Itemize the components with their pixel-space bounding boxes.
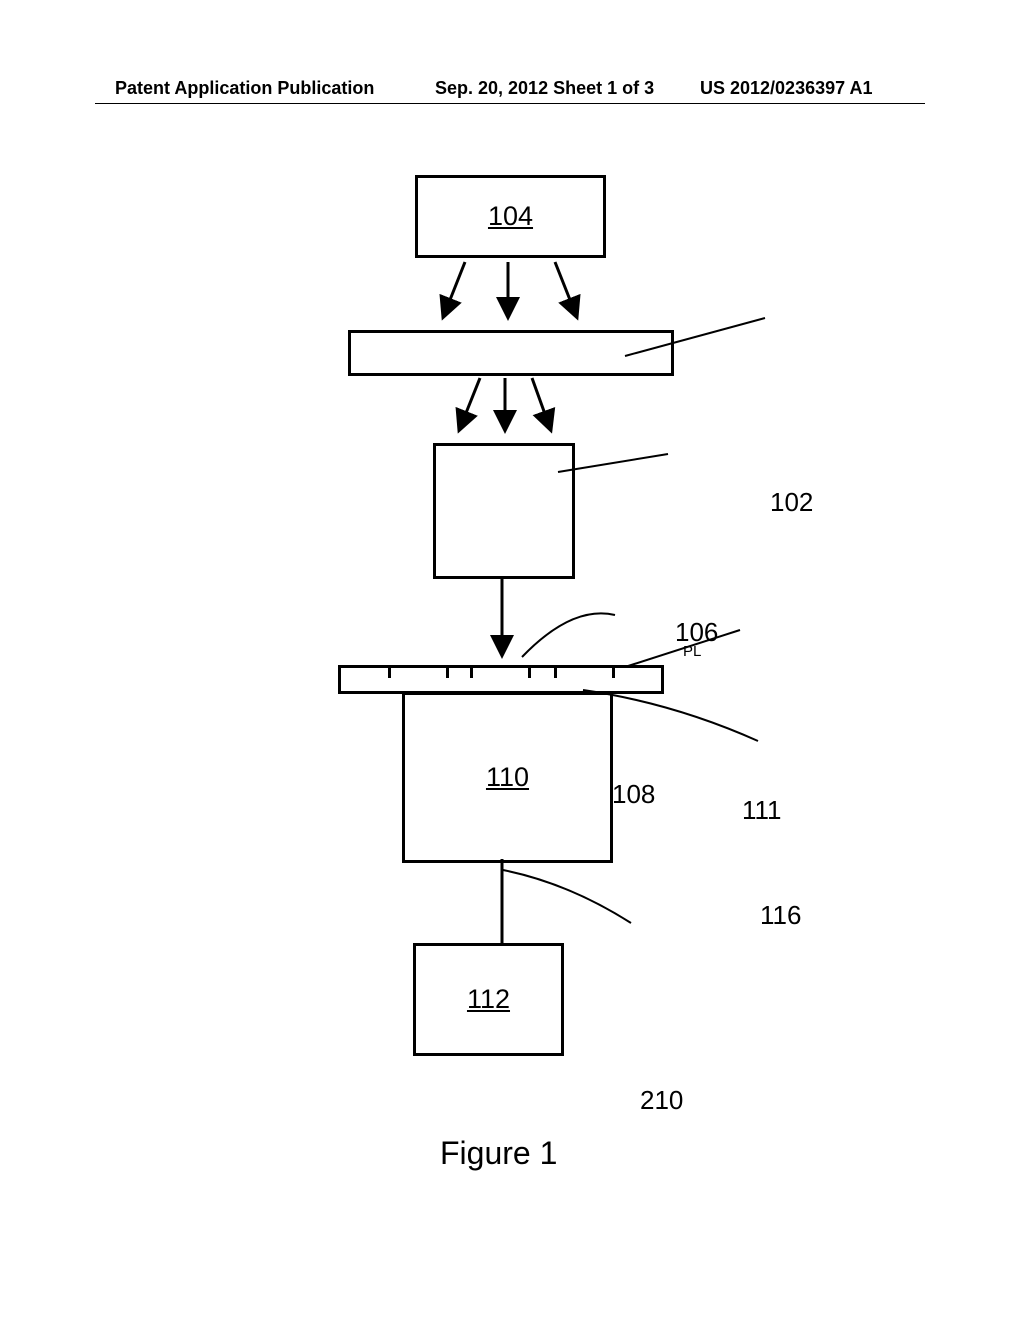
box-106: [433, 443, 575, 579]
arrows-104-to-102: [430, 257, 590, 329]
arrows-102-to-106: [450, 373, 560, 441]
label-116: 116: [760, 900, 801, 931]
label-111: 111: [742, 795, 782, 826]
arrow-106-to-wafer: [497, 575, 517, 663]
label-108: 108: [612, 779, 655, 810]
header-pub-label: Patent Application Publication: [115, 78, 374, 99]
lead-102: [625, 315, 770, 360]
box-104: 104: [415, 175, 606, 258]
header-publication-number: US 2012/0236397 A1: [700, 78, 872, 99]
header-divider: [95, 103, 925, 104]
label-210: 210: [640, 1085, 683, 1116]
lead-210: [503, 868, 633, 930]
box-112: 112: [413, 943, 564, 1056]
figure-caption: Figure 1: [440, 1135, 557, 1172]
box-110: 110: [402, 692, 613, 863]
lead-106: [558, 452, 673, 477]
header-date-sheet: Sep. 20, 2012 Sheet 1 of 3: [435, 78, 654, 99]
lead-108: [522, 600, 617, 660]
label-102: 102: [770, 487, 813, 518]
lead-111: [625, 627, 745, 672]
figure-diagram: 104 102 106 PL 108 111 116 110: [0, 175, 1024, 1075]
